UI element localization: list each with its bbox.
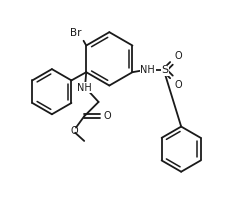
- Text: O: O: [174, 80, 182, 90]
- Text: O: O: [70, 126, 78, 136]
- Text: O: O: [174, 51, 182, 61]
- Text: S: S: [161, 65, 168, 75]
- Text: NH: NH: [77, 83, 91, 93]
- Text: Br: Br: [70, 28, 81, 38]
- Text: NH: NH: [140, 65, 155, 75]
- Text: O: O: [103, 111, 111, 121]
